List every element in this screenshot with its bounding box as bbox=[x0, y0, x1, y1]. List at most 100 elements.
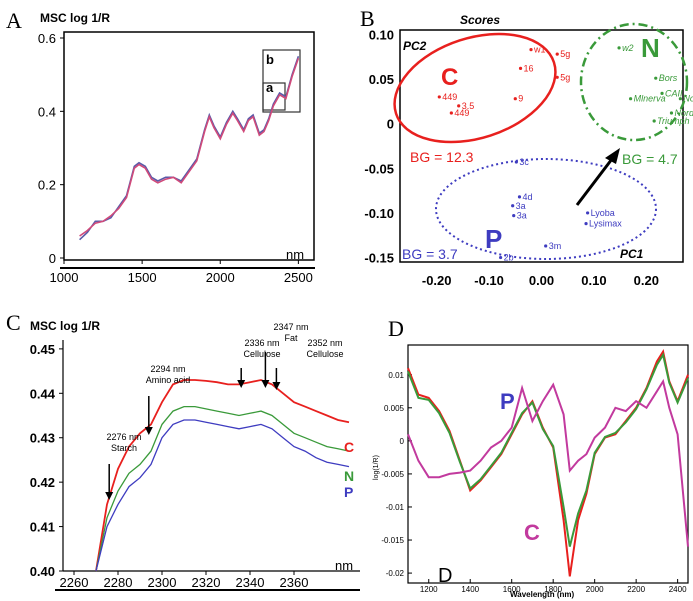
x-tick-label: -0.10 bbox=[474, 273, 504, 288]
y-tick-label: 0.05 bbox=[369, 72, 394, 87]
panel-b-xlabel: PC1 bbox=[620, 247, 644, 261]
panel-d-ylabel: log(1/R) bbox=[373, 455, 380, 480]
score-point bbox=[529, 48, 533, 52]
y-tick-label: 0 bbox=[387, 117, 394, 132]
score-point-label: 4d bbox=[522, 192, 532, 202]
panel-a-ylabel: MSC log 1/R bbox=[40, 11, 110, 25]
series-label-d-c: C bbox=[524, 520, 540, 545]
x-tick-label: 2260 bbox=[60, 575, 89, 590]
panel-letter-b: B bbox=[360, 6, 375, 31]
score-point-label: Mlnerva bbox=[634, 94, 666, 104]
band-annotation-label: Starch bbox=[111, 443, 137, 453]
score-point-label: Nordal bbox=[683, 94, 693, 104]
y-tick-label: -0.02 bbox=[386, 569, 405, 578]
y-tick-label: 0 bbox=[49, 251, 56, 266]
y-tick-label: 0.40 bbox=[30, 564, 55, 579]
score-point-label: w2 bbox=[622, 43, 634, 53]
x-tick-label: 2200 bbox=[627, 585, 645, 594]
series-line-c bbox=[407, 348, 689, 577]
band-annotation-label: Cellulose bbox=[243, 349, 280, 359]
x-tick-label: 2400 bbox=[669, 585, 687, 594]
direction-arrowhead bbox=[605, 148, 620, 164]
y-tick-label: 0 bbox=[400, 437, 405, 446]
panel-a-plot-frame bbox=[63, 31, 315, 261]
score-point bbox=[660, 91, 664, 95]
spectrum-line bbox=[79, 57, 300, 237]
panel-a-lines bbox=[79, 56, 300, 241]
score-point bbox=[518, 66, 523, 70]
score-point bbox=[555, 75, 559, 79]
score-point bbox=[517, 195, 522, 199]
panel-letter-c: C bbox=[6, 310, 21, 335]
panel-b-title: Scores bbox=[460, 13, 500, 27]
score-point bbox=[511, 204, 515, 208]
panel-d-axes: 1200 1400 1600 1800 2000 2200 2400 0.01 0.005 0 -0… bbox=[381, 371, 687, 594]
panel-c-ylabel: MSC log 1/R bbox=[30, 319, 100, 333]
y-tick-label: 0.41 bbox=[30, 520, 55, 535]
y-tick-label: 0.2 bbox=[38, 178, 56, 193]
series-line-p bbox=[407, 378, 689, 547]
band-arrowhead bbox=[144, 427, 153, 435]
score-point-label: Triumph bbox=[657, 116, 689, 126]
series-line-c bbox=[95, 379, 350, 572]
x-tick-label: 1200 bbox=[420, 585, 438, 594]
panel-b-ylabel: PC2 bbox=[403, 39, 427, 53]
score-point-label: 449 bbox=[442, 92, 457, 102]
y-tick-label: -0.005 bbox=[381, 470, 404, 479]
band-annotation-label: 2347 nm bbox=[273, 322, 308, 332]
panel-b-plot-frame bbox=[399, 29, 684, 263]
band-annotation-label: 2294 nm bbox=[150, 364, 185, 374]
y-tick-label: 0.10 bbox=[369, 27, 394, 42]
x-tick-label: 1800 bbox=[544, 585, 562, 594]
panel-c-xlabel: nm bbox=[335, 558, 353, 573]
score-point-label: 3c bbox=[519, 157, 529, 167]
panel-a: A MSC log 1/R nm 1000 1500 2000 2500 0 0.2 0.4… bbox=[6, 8, 315, 285]
panel-d: D log(1/R) Wavelength (nm) 1200 1400 1600 1… bbox=[373, 316, 689, 599]
zoom-box-b bbox=[262, 49, 301, 113]
cluster-c-bg: BG = 12.3 bbox=[410, 149, 474, 165]
panel-d-xlabel: Wavelength (nm) bbox=[510, 590, 574, 599]
y-tick-label: 0.44 bbox=[30, 386, 56, 401]
score-point bbox=[514, 160, 518, 164]
score-point bbox=[437, 95, 441, 99]
score-point-label: 3.5 bbox=[462, 101, 475, 111]
score-point-label: Bors bbox=[659, 73, 678, 83]
band-arrowhead bbox=[105, 492, 114, 500]
score-point bbox=[457, 104, 461, 108]
y-tick-label: -0.15 bbox=[364, 251, 394, 266]
panel-b-axes: -0.20 -0.10 0.00 0.10 0.20 0.10 0.05 0 -0.05 -0.1… bbox=[364, 27, 659, 288]
direction-arrow bbox=[575, 154, 617, 206]
cluster-p-ellipse bbox=[435, 158, 657, 260]
band-annotation-label: Amino acid bbox=[146, 375, 191, 385]
score-point-label: 16 bbox=[524, 63, 534, 73]
y-tick-label: 0.4 bbox=[38, 104, 56, 119]
score-point-label: Nordal bbox=[674, 108, 693, 118]
series-label-p: P bbox=[344, 484, 353, 500]
x-tick-label: 2360 bbox=[280, 575, 309, 590]
panel-c-axes: 2260 2280 2300 2320 2340 2360 0.45 0.44 0.43 0.42… bbox=[30, 342, 309, 590]
band-annotation-label: 2336 nm bbox=[244, 338, 279, 348]
panel-d-plot-frame bbox=[407, 344, 689, 584]
band-arrowhead bbox=[272, 382, 281, 390]
y-tick-label: -0.05 bbox=[364, 161, 394, 176]
x-tick-label: 2340 bbox=[236, 575, 265, 590]
y-tick-label: 0.45 bbox=[30, 342, 55, 357]
panel-letter-a: A bbox=[6, 8, 22, 33]
x-tick-label: 2000 bbox=[586, 585, 604, 594]
band-annotation-label: 2276 nm bbox=[106, 432, 141, 442]
y-tick-label: 0.6 bbox=[38, 31, 56, 46]
x-tick-label: 1500 bbox=[128, 270, 157, 285]
panel-d-inner-letter: D bbox=[438, 565, 452, 587]
band-annotation-label: Cellulose bbox=[306, 349, 343, 359]
panel-c-lines bbox=[95, 379, 350, 572]
cluster-p-label: P bbox=[485, 224, 502, 254]
score-point-label: 3a bbox=[516, 201, 526, 211]
y-tick-label: 0.01 bbox=[388, 371, 404, 380]
y-tick-label: 0.42 bbox=[30, 475, 55, 490]
x-tick-label: 1600 bbox=[503, 585, 521, 594]
panel-c: C MSC log 1/R nm 2260 2280 2300 2320 2340 236… bbox=[6, 310, 360, 591]
band-arrowhead bbox=[261, 380, 270, 388]
panel-b-points: w15g165g44993.5449w2BorsCAIIMlnervaNorda… bbox=[437, 43, 693, 263]
y-tick-label: 0.005 bbox=[384, 404, 405, 413]
